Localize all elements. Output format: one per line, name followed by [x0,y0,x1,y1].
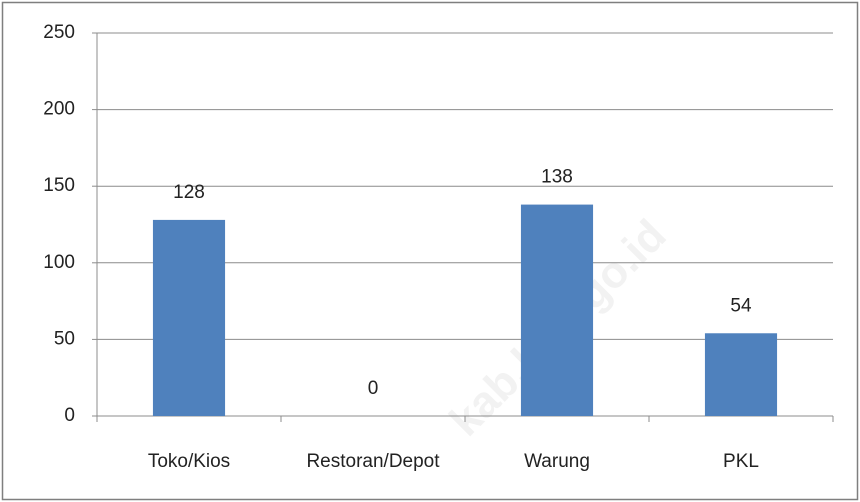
y-tick-label: 50 [54,328,75,349]
x-tick-label: Toko/Kios [148,451,230,472]
bar [704,333,778,416]
x-tick-label: Restoran/Depot [306,451,440,472]
bar [152,219,226,416]
data-label: 138 [541,167,573,188]
bar [520,204,594,416]
y-tick-label: 0 [64,405,75,426]
x-tick-label: Warung [524,451,590,472]
data-label: 128 [173,182,205,203]
y-tick-label: 200 [43,99,75,120]
data-label: 54 [730,295,752,316]
y-tick-label: 250 [43,22,75,43]
data-label: 0 [368,378,379,399]
y-tick-label: 100 [43,252,75,273]
y-tick-label: 150 [43,175,75,196]
x-tick-label: PKL [723,451,759,472]
